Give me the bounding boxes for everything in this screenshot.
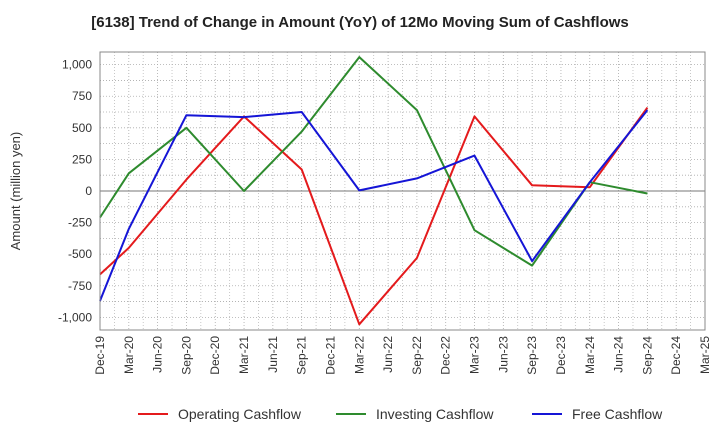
x-tick-label: Sep-22	[410, 336, 424, 375]
x-tick-label: Dec-23	[554, 336, 568, 375]
plot-frame	[99, 51, 706, 331]
x-tick-label: Dec-22	[439, 336, 453, 375]
x-tick-label: Mar-25	[698, 336, 712, 374]
series-line-free-cashflow	[99, 109, 649, 302]
x-tick-label: Dec-20	[208, 336, 222, 375]
y-tick-labels: -1,000 -750 -500 -250 0 250 500 750 1,000	[58, 58, 92, 325]
y-tick-label: -250	[68, 216, 92, 230]
y-tick-label: 1,000	[62, 58, 92, 72]
x-tick-label: Sep-20	[179, 336, 193, 375]
y-tick-label: 250	[72, 152, 92, 166]
x-tick-label: Jun-21	[266, 336, 280, 373]
y-tick-label: -1,000	[58, 310, 92, 324]
x-tick-label: Mar-23	[468, 336, 482, 374]
y-tick-label: -500	[68, 247, 92, 261]
x-tick-label: Sep-21	[295, 336, 309, 375]
x-tick-label: Jun-22	[381, 336, 395, 373]
x-tick-label: Jun-23	[496, 336, 510, 373]
y-tick-label: 750	[72, 89, 92, 103]
x-tick-label: Mar-21	[237, 336, 251, 374]
y-tick-label: 500	[72, 121, 92, 135]
y-tick-label: -750	[68, 279, 92, 293]
x-tick-label: Mar-24	[583, 336, 597, 374]
y-axis-title: Amount (million yen)	[8, 132, 23, 251]
y-tick-label: 0	[85, 184, 92, 198]
x-tick-label: Mar-22	[352, 336, 366, 374]
series-line-operating-cashflow	[99, 107, 649, 326]
legend-label-operating-cashflow: Operating Cashflow	[178, 406, 302, 422]
x-tick-label: Dec-24	[669, 336, 683, 375]
x-tick-label: Jun-24	[612, 336, 626, 373]
series-layer	[99, 56, 649, 326]
x-tick-label: Dec-21	[323, 336, 337, 375]
legend-label-free-cashflow: Free Cashflow	[572, 406, 663, 422]
chart-title: [6138] Trend of Change in Amount (YoY) o…	[91, 14, 629, 31]
legend: Operating Cashflow Investing Cashflow Free…	[138, 406, 663, 422]
series-line-investing-cashflow	[99, 56, 648, 267]
legend-label-investing-cashflow: Investing Cashflow	[376, 406, 494, 422]
x-tick-label: Sep-23	[525, 336, 539, 375]
x-tick-label: Jun-20	[151, 336, 165, 373]
x-tick-labels: Dec-19 Mar-20 Jun-20 Sep-20 Dec-20 Mar-21 Jun-…	[93, 336, 712, 375]
x-tick-label: Mar-20	[122, 336, 136, 374]
x-tick-label: Sep-24	[640, 336, 654, 375]
x-tick-label: Dec-19	[93, 336, 107, 375]
